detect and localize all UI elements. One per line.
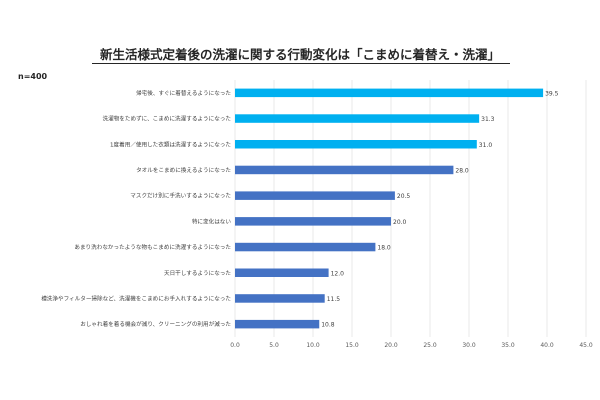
category-label: 槽洗浄やフィルター掃除など、洗濯機をこまめにお手入れするようになった [41,294,231,302]
x-tick-label: 0.0 [230,342,240,349]
category-label: 1度着用／使用した衣類は洗濯するようになった [110,140,231,148]
bar [235,114,480,123]
x-tick-label: 10.0 [306,342,320,349]
bar [235,242,376,252]
bar [235,294,325,303]
bar [235,88,544,98]
value-label: 11.5 [327,296,341,303]
value-label: 39.5 [545,90,559,97]
value-label: 10.8 [321,322,335,329]
category-label: タオルをこまめに換えるようになった [136,166,231,174]
value-label: 12.0 [331,270,345,277]
bar [235,165,454,175]
x-tick-label: 35.0 [501,342,515,349]
category-label: 天日干しするようになった [164,270,231,277]
value-label: 20.5 [397,193,411,200]
value-label: 18.0 [377,245,391,252]
bar [235,319,320,329]
value-label: 28.0 [455,167,469,174]
value-label: 31.0 [479,142,493,149]
x-tick-label: 30.0 [462,342,476,349]
category-label: 帰宅後、すぐに着替えるようになった [136,89,231,97]
category-label: おしゃれ着を着る機会が減り、クリーニングの利用が減った [80,320,231,328]
category-label: マスクだけ別に手洗いするようになった [130,192,231,200]
x-tick-label: 15.0 [345,342,359,349]
title-underline [92,63,510,64]
x-tick-label: 45.0 [579,342,593,349]
value-label: 20.0 [393,219,407,226]
x-tick-label: 20.0 [384,342,398,349]
bar [235,140,477,149]
x-tick-label: 25.0 [423,342,437,349]
bar [235,191,395,200]
value-label: 31.3 [481,116,495,123]
category-label: 洗濯物をためずに、こまめに洗濯するようになった [103,115,232,123]
bar [235,268,329,277]
category-label: あまり洗わなかったような物もこまめに洗濯するようになった [74,243,231,251]
sample-size-note: n=400 [18,72,48,81]
chart-title: 新生活様式定着後の洗濯に関する行動変化は「こまめに着替え・洗濯」 [99,47,500,62]
x-tick-label: 5.0 [269,342,279,349]
bar [235,217,391,226]
category-label: 特に変化はない [192,217,232,225]
x-tick-label: 40.0 [540,342,554,349]
